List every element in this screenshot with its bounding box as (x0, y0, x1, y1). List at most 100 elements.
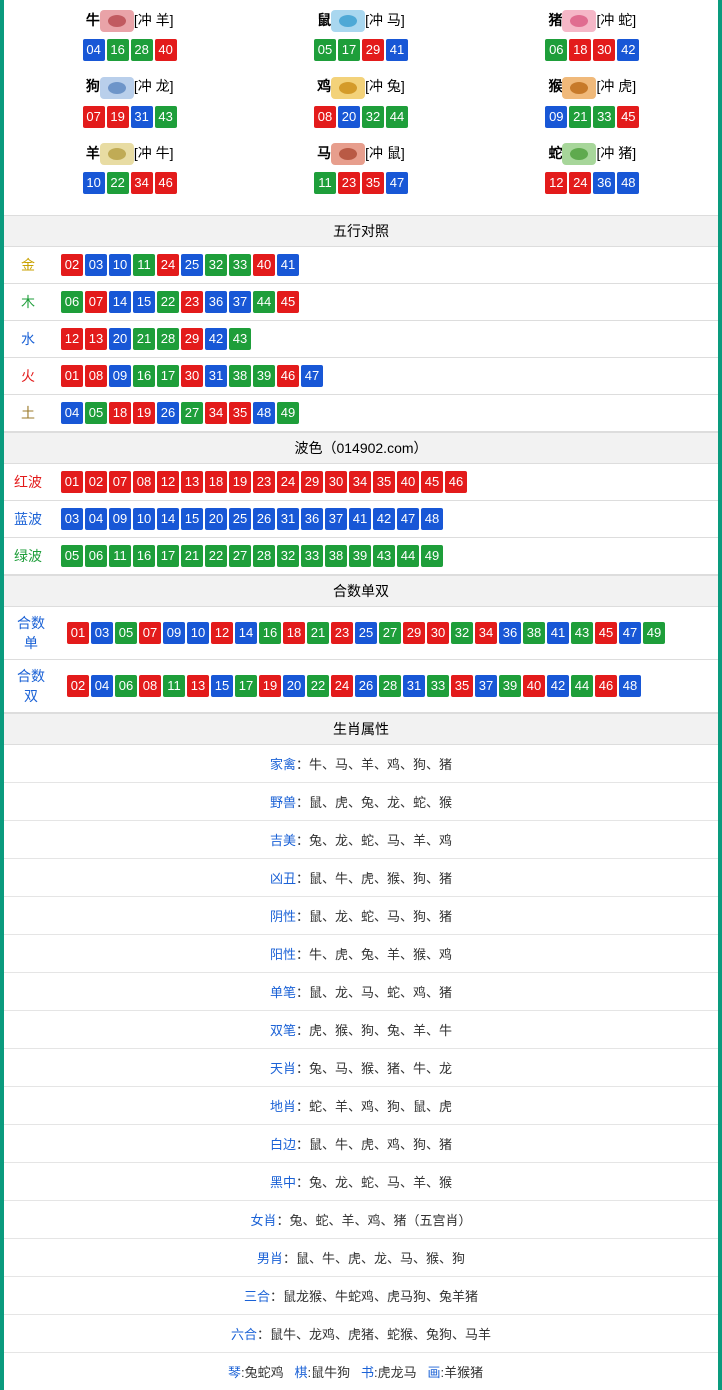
row-label: 蓝波 (4, 500, 52, 537)
number-ball: 17 (157, 365, 179, 387)
attr-value: ：鼠、龙、蛇、马、狗、猪 (296, 909, 452, 924)
number-ball: 42 (205, 328, 227, 350)
number-ball: 08 (85, 365, 107, 387)
number-ball: 42 (617, 39, 639, 61)
attr-key: 棋 (295, 1365, 308, 1380)
number-ball: 07 (85, 291, 107, 313)
number-ball: 25 (229, 508, 251, 530)
attr-value: ：牛、虎、兔、羊、猴、鸡 (296, 947, 452, 962)
number-ball: 40 (523, 675, 545, 697)
number-ball: 06 (61, 291, 83, 313)
number-ball: 33 (229, 254, 251, 276)
zodiac-title: 猪[冲 蛇] (477, 10, 708, 32)
row-balls: 1213202128294243 (52, 320, 718, 357)
wuxing-header: 五行对照 (4, 215, 718, 247)
attr-value: :鼠牛狗 (308, 1365, 351, 1380)
number-ball: 05 (115, 622, 137, 644)
number-ball: 35 (373, 471, 395, 493)
attr-value: ：鼠、牛、虎、猴、狗、猪 (296, 871, 452, 886)
number-ball: 02 (67, 675, 89, 697)
zodiac-balls: 11233547 (245, 171, 476, 195)
number-ball: 07 (83, 106, 105, 128)
zodiac-animal-shape (570, 15, 588, 27)
number-ball: 42 (547, 675, 569, 697)
number-ball: 34 (205, 402, 227, 424)
attr-key: 野兽 (270, 795, 296, 810)
number-ball: 16 (133, 545, 155, 567)
number-ball: 43 (155, 106, 177, 128)
zodiac-name: 鼠 (317, 12, 331, 28)
zodiac-balls: 07193143 (14, 105, 245, 129)
attr-key: 阴性 (270, 909, 296, 924)
attr-key: 三合 (244, 1289, 270, 1304)
number-ball: 21 (133, 328, 155, 350)
attr-row: 黑中：兔、龙、蛇、马、羊、猴 (4, 1163, 718, 1201)
number-ball: 21 (181, 545, 203, 567)
number-ball: 04 (85, 508, 107, 530)
zodiac-clash: [冲 兔] (365, 78, 405, 94)
table-row: 木06071415222336374445 (4, 283, 718, 320)
zodiac-title: 鼠 [冲 马] (245, 10, 476, 32)
zodiac-animal-icon (100, 10, 134, 32)
attr-row: 阳性：牛、虎、兔、羊、猴、鸡 (4, 935, 718, 973)
number-ball: 21 (569, 106, 591, 128)
row-label: 火 (4, 357, 52, 394)
zodiac-name: 猴 (548, 78, 562, 94)
number-ball: 03 (85, 254, 107, 276)
number-ball: 47 (619, 622, 641, 644)
zodiac-clash: [冲 马] (365, 12, 405, 28)
number-ball: 18 (109, 402, 131, 424)
attr-key: 地肖 (270, 1099, 296, 1114)
number-ball: 01 (67, 622, 89, 644)
zodiac-balls: 09213345 (477, 105, 708, 129)
number-ball: 20 (283, 675, 305, 697)
table-row: 土04051819262734354849 (4, 394, 718, 431)
number-ball: 25 (355, 622, 377, 644)
number-ball: 24 (569, 172, 591, 194)
attr-value: ：虎、猴、狗、兔、羊、牛 (296, 1023, 452, 1038)
bose-header: 波色（014902.com） (4, 432, 718, 464)
number-ball: 21 (307, 622, 329, 644)
number-ball: 48 (619, 675, 641, 697)
zodiac-animal-icon (331, 143, 365, 165)
number-ball: 41 (349, 508, 371, 530)
number-ball: 44 (253, 291, 275, 313)
attr-row: 三合：鼠龙猴、牛蛇鸡、虎马狗、兔羊猪 (4, 1277, 718, 1315)
number-ball: 15 (133, 291, 155, 313)
number-ball: 37 (229, 291, 251, 313)
zodiac-animal-shape (108, 148, 126, 160)
zodiac-balls: 10223446 (14, 171, 245, 195)
number-ball: 32 (451, 622, 473, 644)
attr-key: 女肖 (250, 1213, 276, 1228)
number-ball: 18 (283, 622, 305, 644)
attr-key: 书 (361, 1365, 374, 1380)
number-ball: 07 (109, 471, 131, 493)
number-ball: 14 (235, 622, 257, 644)
zodiac-animal-shape (570, 148, 588, 160)
number-ball: 45 (277, 291, 299, 313)
attr-value: ：鼠、虎、兔、龙、蛇、猴 (296, 795, 452, 810)
number-ball: 23 (253, 471, 275, 493)
attr-row: 野兽：鼠、虎、兔、龙、蛇、猴 (4, 783, 718, 821)
table-row: 金02031011242532334041 (4, 247, 718, 284)
zodiac-name: 羊 (86, 145, 100, 161)
row-label: 红波 (4, 464, 52, 501)
attr-row: 凶丑：鼠、牛、虎、猴、狗、猪 (4, 859, 718, 897)
attr-value: ：鼠、牛、虎、龙、马、猴、狗 (283, 1251, 465, 1266)
number-ball: 48 (421, 508, 443, 530)
number-ball: 27 (229, 545, 251, 567)
zodiac-cell: 牛[冲 羊]04162840 (14, 6, 245, 72)
attr-value: ：蛇、羊、鸡、狗、鼠、虎 (296, 1099, 452, 1114)
table-row: 合数单0103050709101214161821232527293032343… (4, 607, 718, 660)
number-ball: 49 (421, 545, 443, 567)
number-ball: 09 (545, 106, 567, 128)
zodiac-title: 羊[冲 牛] (14, 143, 245, 165)
number-ball: 36 (499, 622, 521, 644)
number-ball: 30 (325, 471, 347, 493)
row-balls: 05061116172122272832333839434449 (52, 537, 718, 574)
attr-value: ：鼠、牛、虎、鸡、狗、猪 (296, 1137, 452, 1152)
number-ball: 13 (187, 675, 209, 697)
number-ball: 38 (229, 365, 251, 387)
number-ball: 34 (349, 471, 371, 493)
zodiac-clash: [冲 鼠] (365, 145, 405, 161)
